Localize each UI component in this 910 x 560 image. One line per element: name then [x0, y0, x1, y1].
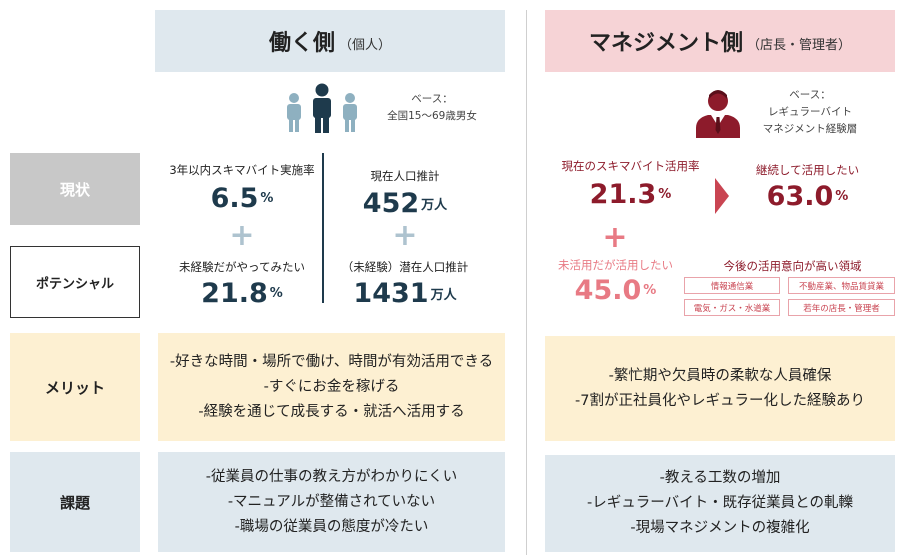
list-item: -7割が正社員化やレギュラー化した経験あり	[575, 392, 865, 409]
management-issues-box: -教える工数の増加 -レギュラーバイト・既存従業員との軋轢 -現場マネジメントの…	[545, 455, 895, 552]
mgmt-current-rate-label: 現在のスキマバイト活用率	[561, 159, 700, 173]
current-rate-value: 6.5%	[168, 180, 316, 216]
potential-pop-label: （未経験）潜在人口推計	[341, 260, 469, 274]
worker-base-note: ベース： 全国15～69歳男女	[372, 91, 492, 125]
current-pop-label: 現在人口推計	[370, 169, 440, 183]
current-rate-label: 3年以内スキマバイト実施率	[169, 163, 315, 177]
plus-sign: +	[602, 219, 628, 255]
list-item: -現場マネジメントの複雑化	[630, 520, 810, 536]
industry-tag: 若年の店長・管理者	[788, 299, 895, 316]
worker-issues-box: -従業員の仕事の教え方がわかりにくい -マニュアルが整備されていない -職場の従…	[158, 452, 505, 552]
potential-pop-unit: 万人	[430, 287, 457, 303]
list-item: -マニュアルが整備されていない	[227, 493, 436, 510]
management-base-note: ベース： レギュラーバイト マネジメント経験層	[755, 87, 865, 138]
list-item: -好きな時間・場所で働け、時間が有効活用できる	[169, 353, 494, 370]
mgmt-potential-rate-label: 未活用だが活用したい	[558, 258, 673, 272]
row-label-issues: 課題	[10, 452, 140, 552]
potential-pop-number: 1431	[353, 277, 429, 309]
mgmt-potential-rate-unit: %	[643, 282, 657, 298]
list-item: -レギュラーバイト・既存従業員との軋轢	[587, 495, 853, 511]
plus-sign: +	[392, 217, 418, 253]
potential-rate-unit: %	[269, 285, 283, 301]
mgmt-current-rate-unit: %	[658, 186, 672, 202]
management-base-line3: マネジメント経験層	[762, 123, 858, 135]
current-pop-value: 452 万人	[330, 185, 480, 221]
industries-title: 今後の活用意向が高い領域	[723, 259, 862, 273]
list-item: -経験を通じて成長する・就活へ活用する	[198, 403, 465, 420]
worker-base-line2: 全国15～69歳男女	[387, 110, 477, 122]
row-label-merit: メリット	[10, 333, 140, 441]
management-side-header: マネジメント側 （店長・管理者）	[545, 10, 895, 72]
industry-tag: 電気・ガス・水道業	[684, 299, 780, 316]
potential-rate-number: 21.8	[201, 277, 268, 309]
mgmt-potential-rate-value: 45.0%	[553, 271, 678, 309]
list-item: -職場の従業員の態度が冷たい	[234, 518, 429, 535]
management-merits-box: -繁忙期や欠員時の柔軟な人員確保 -7割が正社員化やレギュラー化した経験あり	[545, 336, 895, 441]
list-item: -教える工数の増加	[659, 470, 781, 486]
current-pop-unit: 万人	[421, 197, 448, 213]
mgmt-current-rate-value: 21.3%	[553, 176, 708, 212]
continue-rate-value: 63.0%	[735, 178, 880, 214]
list-item: -繁忙期や欠員時の柔軟な人員確保	[608, 367, 832, 384]
current-pop-number: 452	[362, 187, 420, 219]
continue-rate-number: 63.0	[766, 180, 834, 212]
potential-rate-label: 未経験だがやってみたい	[179, 260, 305, 274]
continue-rate-label: 継続して活用したい	[755, 163, 860, 177]
worker-side-header: 働く側 （個人）	[155, 10, 505, 72]
people-icon	[287, 83, 357, 133]
arrow-right-icon	[715, 178, 729, 214]
plus-sign: +	[229, 217, 255, 253]
management-base-line2: レギュラーバイト	[768, 106, 852, 118]
list-item: -すぐにお金を稼げる	[263, 378, 400, 395]
management-side-title: マネジメント側	[588, 31, 743, 56]
worker-merits-box: -好きな時間・場所で働け、時間が有効活用できる -すぐにお金を稼げる -経験を通…	[158, 333, 505, 441]
industry-tag: 情報通信業	[684, 277, 780, 294]
worker-base-line1: ベース：	[411, 93, 453, 105]
center-divider	[526, 10, 527, 555]
management-side-subtitle: （店長・管理者）	[747, 37, 852, 53]
manager-icon	[696, 90, 740, 138]
potential-rate-value: 21.8%	[168, 275, 316, 311]
potential-pop-value: 1431 万人	[330, 275, 480, 311]
management-base-line1: ベース：	[789, 89, 831, 101]
row-label-current: 現状	[10, 153, 140, 225]
worker-side-title: 働く側	[268, 31, 335, 56]
current-rate-number: 6.5	[210, 182, 259, 214]
row-label-potential: ポテンシャル	[10, 246, 140, 318]
mgmt-potential-rate-number: 45.0	[574, 274, 642, 306]
mgmt-current-rate-number: 21.3	[589, 178, 657, 210]
current-rate-unit: %	[260, 190, 274, 206]
industry-tag: 不動産業、物品賃貸業	[788, 277, 895, 294]
list-item: -従業員の仕事の教え方がわかりにくい	[205, 468, 458, 485]
continue-rate-unit: %	[835, 188, 849, 204]
worker-side-subtitle: （個人）	[339, 37, 392, 53]
stats-vertical-divider	[322, 153, 324, 303]
